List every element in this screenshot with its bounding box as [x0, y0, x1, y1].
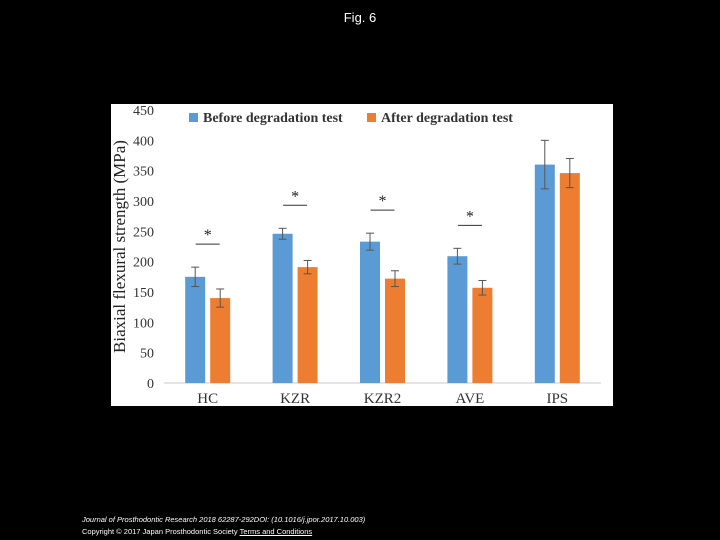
journal-citation: Journal of Prosthodontic Research 2018 6… — [82, 515, 366, 524]
figure-title: Fig. 6 — [343, 10, 377, 25]
copyright-line: Copyright © 2017 Japan Prosthodontic Soc… — [82, 526, 365, 538]
copyright-text: Copyright © 2017 Japan Prosthodontic Soc… — [82, 527, 238, 536]
y-tick-label: 450 — [133, 104, 154, 119]
bar-after — [210, 298, 231, 383]
bar-after — [385, 278, 405, 383]
y-tick-label: 100 — [133, 316, 154, 331]
bar-before — [534, 164, 555, 383]
y-tick-label: 50 — [140, 347, 154, 362]
legend-label: Before degradation test — [203, 111, 343, 126]
y-tick-label: 0 — [147, 377, 154, 392]
bar-after — [472, 287, 493, 383]
bar-before — [185, 276, 206, 383]
bar-before — [272, 233, 293, 383]
y-tick-label: 350 — [133, 165, 154, 180]
x-tick-label: HC — [197, 391, 218, 406]
x-tick-label: AVE — [455, 391, 484, 406]
significance-marker: * — [379, 193, 387, 210]
terms-link[interactable]: Terms and Conditions — [239, 527, 313, 536]
footer: Journal of Prosthodontic Research 2018 6… — [82, 514, 365, 538]
y-tick-label: 250 — [133, 225, 154, 240]
significance-marker: * — [291, 188, 299, 205]
significance-marker: * — [204, 227, 212, 244]
y-tick-label: 200 — [133, 256, 154, 271]
bar-before — [360, 241, 380, 383]
legend-swatch — [189, 113, 198, 122]
y-tick-label: 400 — [133, 134, 154, 149]
y-tick-label: 300 — [133, 195, 154, 210]
legend-label: After degradation test — [381, 111, 513, 126]
y-tick-label: 150 — [133, 286, 154, 301]
bar-before — [447, 256, 468, 383]
x-tick-label: IPS — [546, 391, 568, 406]
x-tick-label: KZR — [280, 391, 310, 406]
bar-after — [297, 267, 318, 383]
bar-after — [559, 173, 580, 383]
x-tick-label: KZR2 — [364, 391, 402, 406]
y-axis-title: Biaxial flexural strength (MPa) — [111, 140, 129, 353]
bar-chart: 0 50 100 150 200 250 300 350 400 450 Biaxial flexu… — [111, 104, 601, 406]
legend-swatch — [367, 113, 376, 122]
significance-marker: * — [466, 208, 474, 225]
chart-panel: 0 50 100 150 200 250 300 350 400 450 Biaxial flexu… — [111, 104, 613, 406]
